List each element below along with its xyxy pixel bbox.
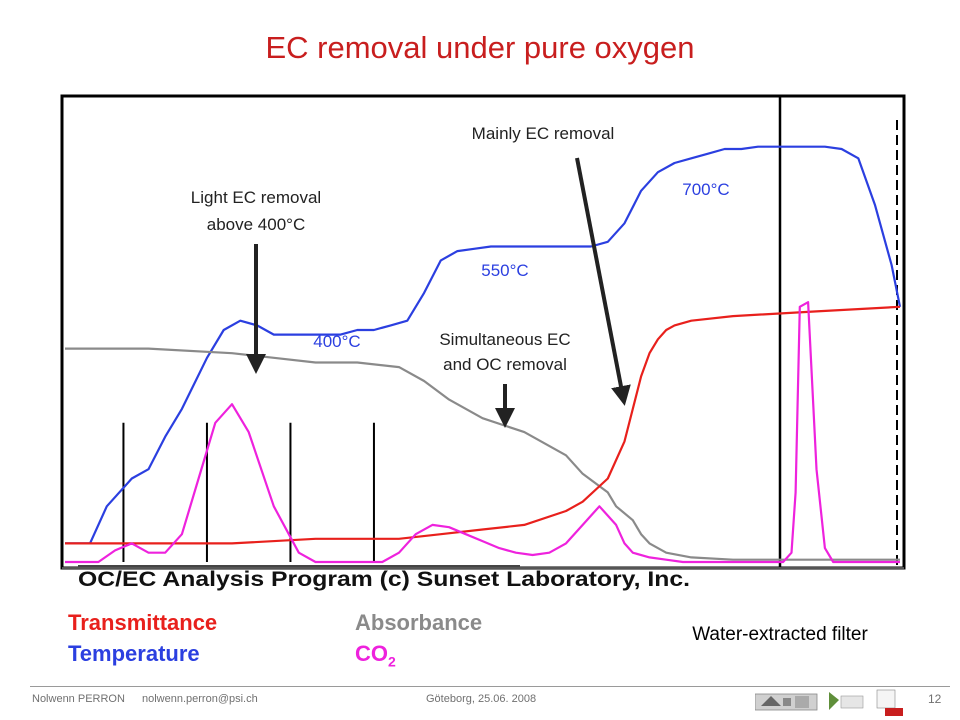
label-mainly-ec: Mainly EC removal	[472, 124, 615, 143]
legend-absorbance: Absorbance	[355, 610, 483, 635]
label-700c: 700°C	[682, 180, 729, 199]
co2-line	[65, 301, 900, 564]
label-light-ec-line2: above 400°C	[207, 215, 305, 234]
oc-ec-chart: 400°C 550°C 700°C Light EC removal above 400…	[60, 94, 906, 591]
label-simultaneous: Simultaneous EC	[439, 330, 570, 349]
footer-author: Nolwenn PERRON	[32, 693, 125, 705]
page-number: 12	[928, 692, 942, 706]
footer-place-date: Göteborg, 25.06. 2008	[426, 693, 537, 705]
plot-frame	[60, 94, 906, 570]
filter-note: Water-extracted filter	[692, 624, 868, 645]
legend-co2-main: CO	[355, 641, 388, 666]
legend-co2: CO2	[355, 641, 396, 669]
arrow-mainly-ec	[575, 157, 631, 406]
footer-divider	[30, 686, 950, 687]
psi-logo	[755, 693, 818, 711]
legend-transmittance: Transmittance	[68, 610, 218, 635]
absorbance-line	[65, 347, 900, 561]
legend-temperature: Temperature	[68, 641, 200, 666]
label-550c: 550°C	[481, 261, 528, 280]
label-light-ec: Light EC removal	[191, 188, 321, 207]
label-400c: 400°C	[313, 332, 360, 351]
lab-logo	[829, 692, 864, 710]
university-logo	[876, 689, 903, 716]
legend-co2-sub: 2	[388, 653, 396, 670]
temperature-line	[65, 145, 902, 545]
slide-title: EC removal under pure oxygen	[265, 30, 695, 65]
footer-logos	[755, 689, 903, 716]
chart-caption: OC/EC Analysis Program (c) Sunset Labora…	[78, 568, 690, 591]
label-simultaneous-line2: and OC removal	[443, 355, 567, 374]
footer-email: nolwenn.perron@psi.ch	[142, 693, 258, 705]
